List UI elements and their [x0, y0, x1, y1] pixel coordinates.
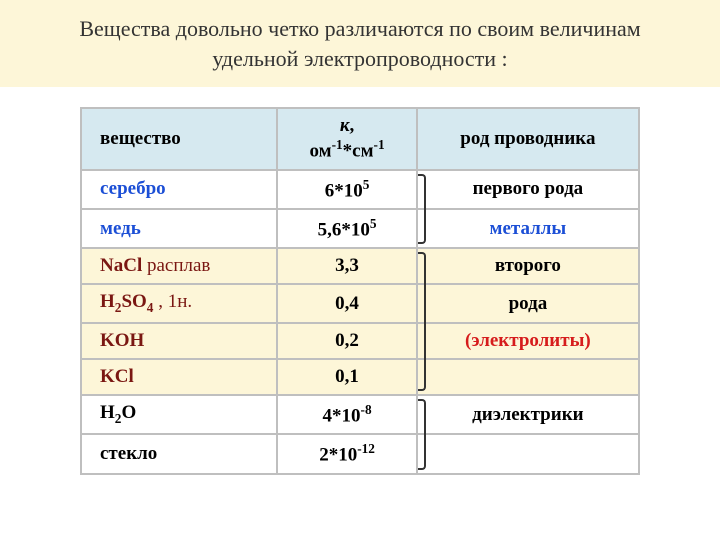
bracket-mark — [418, 322, 426, 360]
kappa-comma: , — [350, 115, 355, 136]
table-row: стекло2*10-12 — [81, 434, 639, 473]
table-body: серебро6*105первого родамедь5,6*105метал… — [81, 170, 639, 474]
table-row: NaCl расплав3,3второго — [81, 248, 639, 284]
table-row: KOH0,2(электролиты) — [81, 323, 639, 359]
bracket-mark — [418, 252, 426, 285]
value-cell: 4*10-8 — [277, 395, 416, 434]
value-cell: 0,4 — [277, 284, 416, 323]
kappa-symbol: к — [340, 115, 350, 136]
kappa-exp2: -1 — [374, 137, 385, 152]
table-header-row: вещество к, ом-1*см-1 род проводника — [81, 108, 639, 169]
type-cell: диэлектрики — [417, 395, 639, 434]
table-row: H2O4*10-8диэлектрики — [81, 395, 639, 434]
substance-cell: H2O — [81, 395, 277, 434]
substance-cell: KOH — [81, 323, 277, 359]
bracket-mark — [418, 433, 426, 469]
type-cell: (электролиты) — [417, 323, 639, 359]
table-container: вещество к, ом-1*см-1 род проводника сер… — [0, 87, 720, 474]
col-substance: вещество — [81, 108, 277, 169]
substance-cell: медь — [81, 209, 277, 248]
value-cell: 0,2 — [277, 323, 416, 359]
kappa-exp1: -1 — [332, 137, 343, 152]
page-title: Вещества довольно четко различаются по с… — [0, 0, 720, 87]
bracket-mark — [418, 283, 426, 324]
conductivity-table: вещество к, ом-1*см-1 род проводника сер… — [80, 107, 640, 474]
table-row: серебро6*105первого рода — [81, 170, 639, 209]
bracket-mark — [418, 208, 426, 244]
substance-cell: серебро — [81, 170, 277, 209]
bracket-mark — [418, 174, 426, 210]
table-row: KCl0,1 — [81, 359, 639, 395]
table-row: медь5,6*105металлы — [81, 209, 639, 248]
value-cell: 5,6*105 — [277, 209, 416, 248]
value-cell: 0,1 — [277, 359, 416, 395]
value-cell: 3,3 — [277, 248, 416, 284]
col-type: род проводника — [417, 108, 639, 169]
col-kappa: к, ом-1*см-1 — [277, 108, 416, 169]
type-cell: второго — [417, 248, 639, 284]
type-cell — [417, 434, 639, 473]
bracket-mark — [418, 399, 426, 435]
type-cell — [417, 359, 639, 395]
bracket-mark — [418, 358, 426, 391]
table-row: H2SO4 , 1н.0,4рода — [81, 284, 639, 323]
substance-cell: KCl — [81, 359, 277, 395]
type-cell: первого рода — [417, 170, 639, 209]
type-cell: рода — [417, 284, 639, 323]
value-cell: 2*10-12 — [277, 434, 416, 473]
substance-cell: стекло — [81, 434, 277, 473]
kappa-unit-pre: ом — [309, 141, 331, 162]
substance-cell: H2SO4 , 1н. — [81, 284, 277, 323]
type-cell: металлы — [417, 209, 639, 248]
value-cell: 6*105 — [277, 170, 416, 209]
kappa-unit-mid: *см — [343, 141, 374, 162]
substance-cell: NaCl расплав — [81, 248, 277, 284]
